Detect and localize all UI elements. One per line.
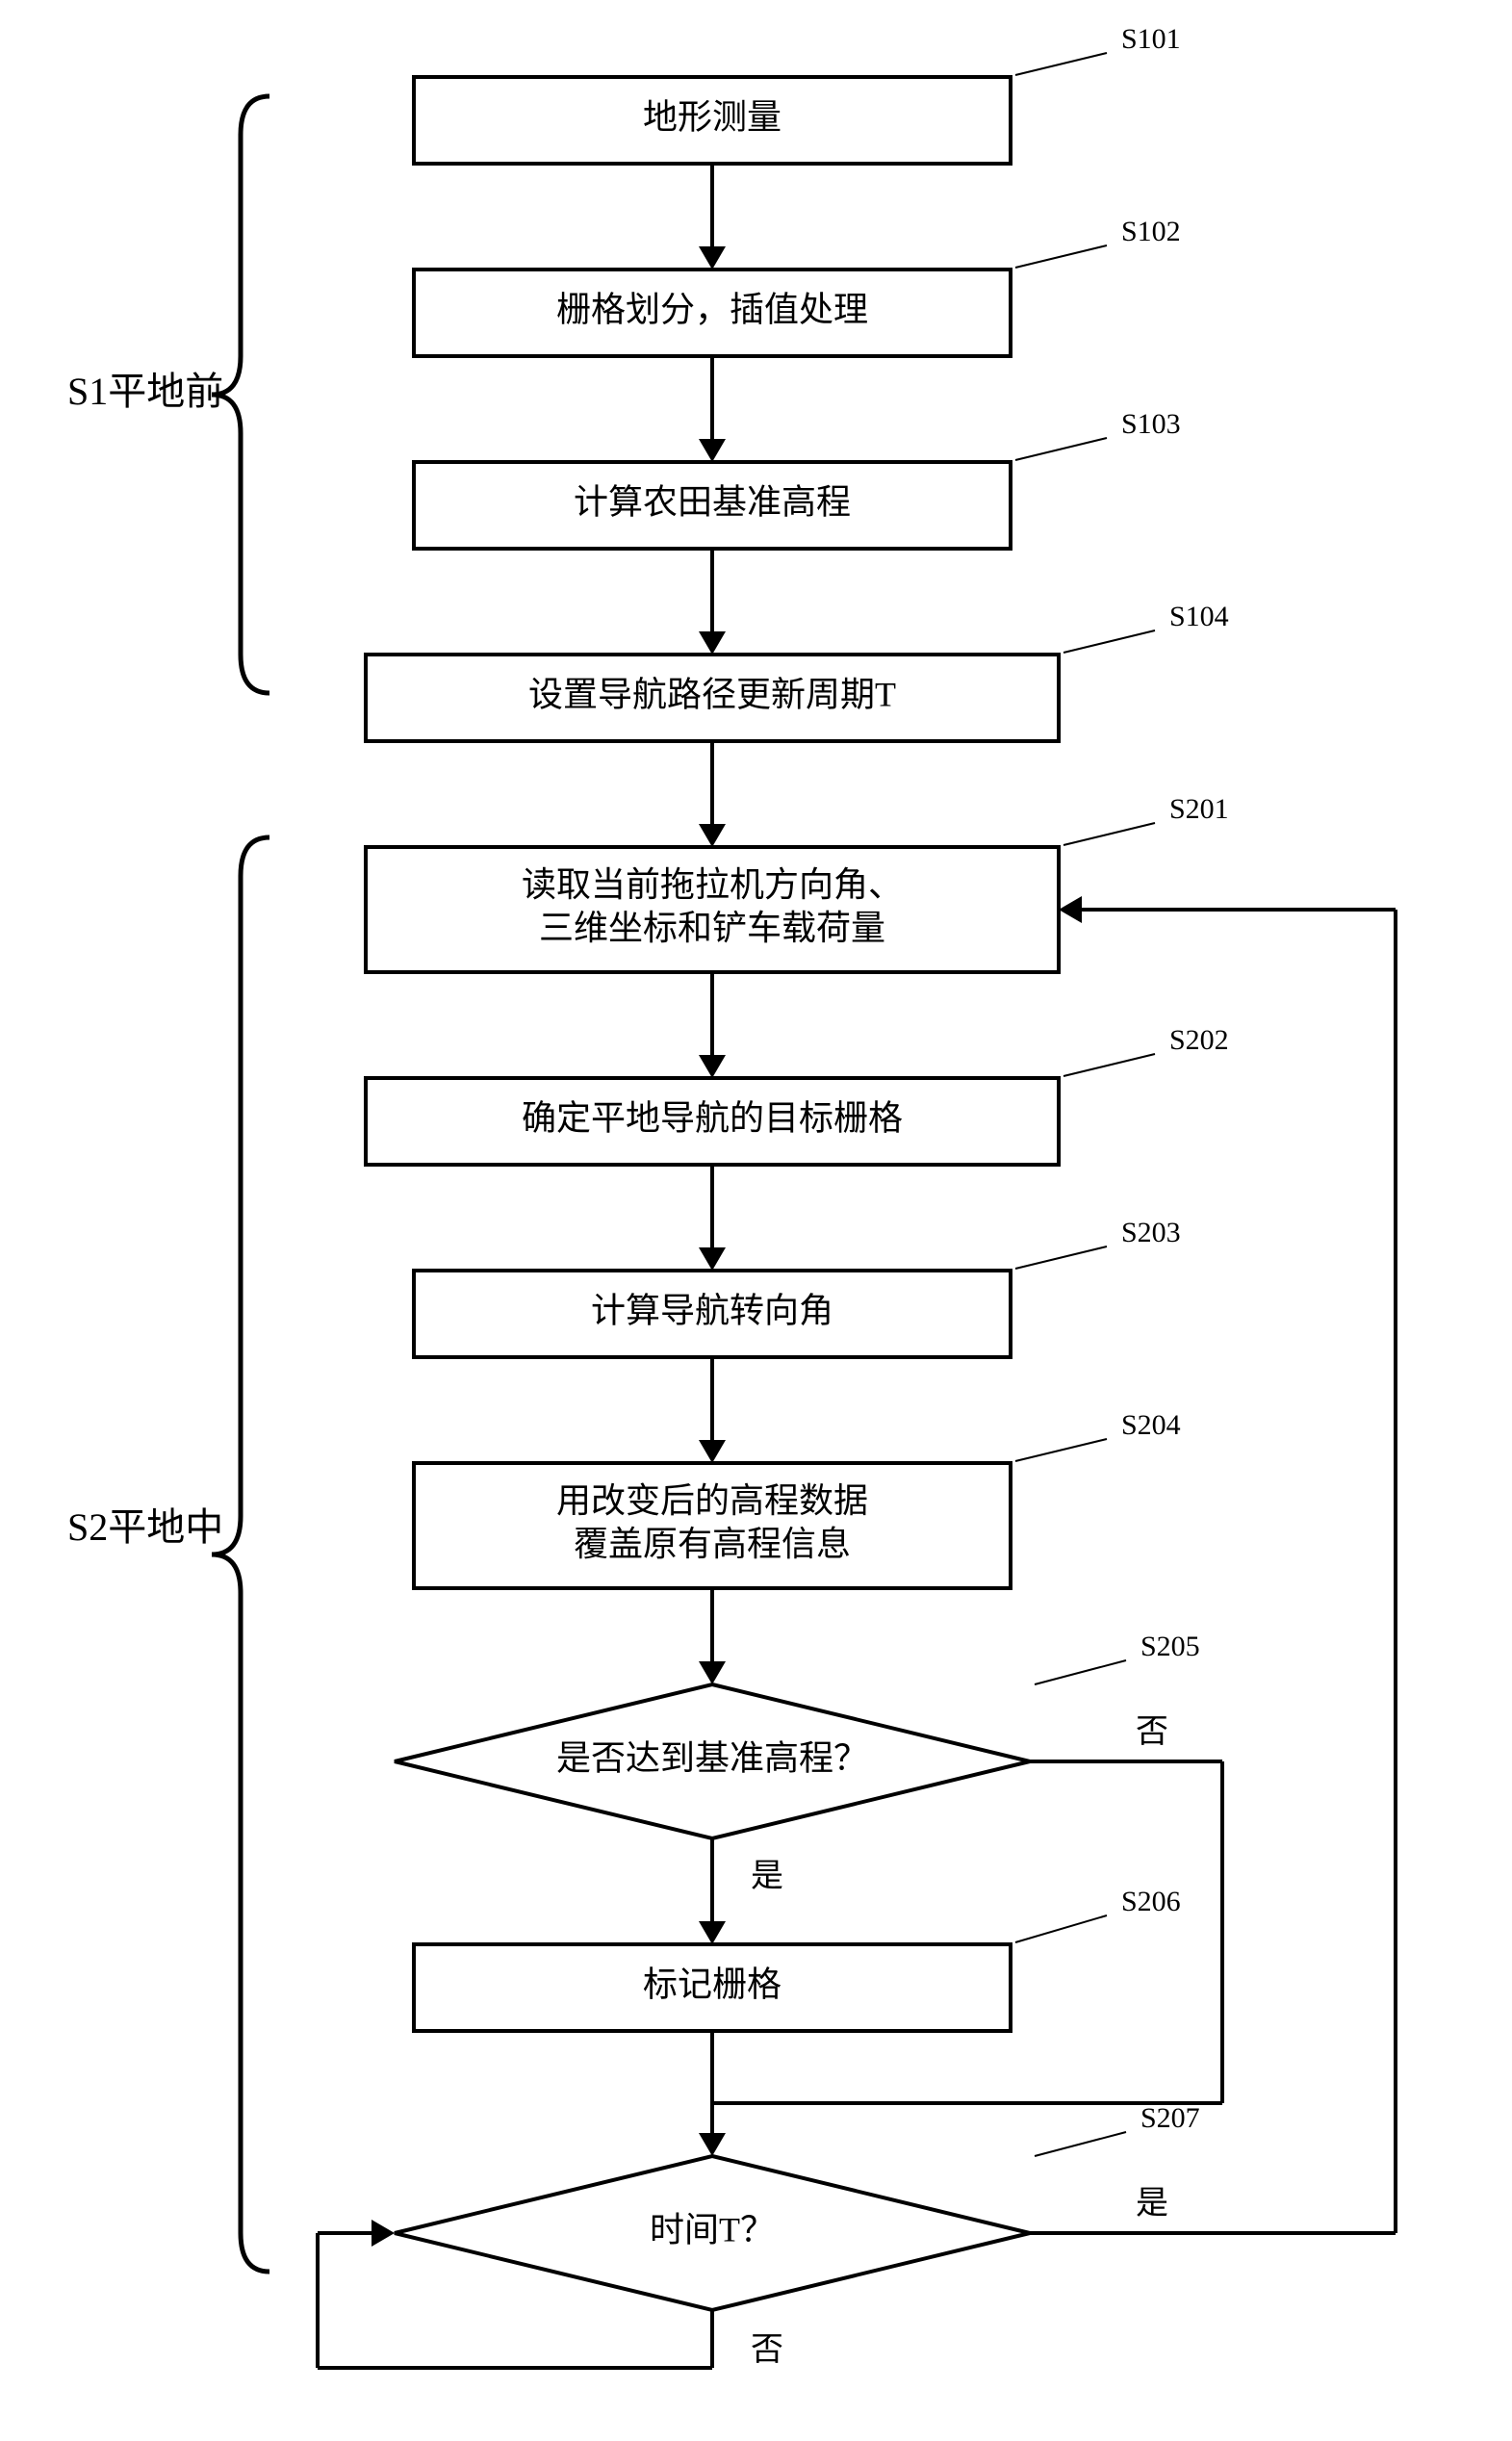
- node-S206-text-0: 标记栅格: [643, 1965, 782, 2003]
- step-code-S102: S102: [1121, 216, 1181, 247]
- node-S204-text-1: 覆盖原有高程信息: [574, 1525, 851, 1563]
- node-S205-text-0: 是否达到基准高程？: [556, 1738, 868, 1777]
- step-code-S204: S204: [1121, 1409, 1181, 1441]
- step-code-S202: S202: [1169, 1024, 1229, 1056]
- node-S201-text-1: 三维坐标和铲车载荷量: [539, 909, 885, 947]
- node-S101-text-0: 地形测量: [643, 97, 782, 136]
- section-label-S2: S2平地中: [67, 1505, 223, 1549]
- step-code-S207: S207: [1140, 2102, 1200, 2134]
- step-code-S103: S103: [1121, 408, 1181, 440]
- route-label-S205_no: 否: [1136, 1714, 1168, 1750]
- section-label-S1: S1平地前: [67, 370, 223, 413]
- node-S202-text-0: 确定平地导航的目标栅格: [522, 1098, 903, 1137]
- edge-label-S205-S206: 是: [751, 1859, 783, 1894]
- node-S201-text-0: 读取当前拖拉机方向角、: [522, 865, 903, 904]
- route-label-S207_no: 否: [751, 2332, 783, 2368]
- node-S203-text-0: 计算导航转向角: [591, 1291, 833, 1329]
- step-code-S203: S203: [1121, 1217, 1181, 1248]
- node-S207-text-0: 时间T？: [650, 2210, 775, 2248]
- step-code-S205: S205: [1140, 1631, 1200, 1662]
- node-S102-text-0: 栅格划分，插值处理: [556, 290, 868, 328]
- node-S104-text-0: 设置导航路径更新周期T: [528, 675, 896, 713]
- step-code-S104: S104: [1169, 601, 1229, 632]
- step-code-S201: S201: [1169, 793, 1229, 825]
- step-code-S206: S206: [1121, 1886, 1181, 1917]
- step-code-S101: S101: [1121, 23, 1181, 55]
- route-label-S207_yes: 是: [1136, 2186, 1168, 2222]
- node-S204-text-0: 用改变后的高程数据: [556, 1481, 868, 1520]
- node-S103-text-0: 计算农田基准高程: [574, 482, 851, 521]
